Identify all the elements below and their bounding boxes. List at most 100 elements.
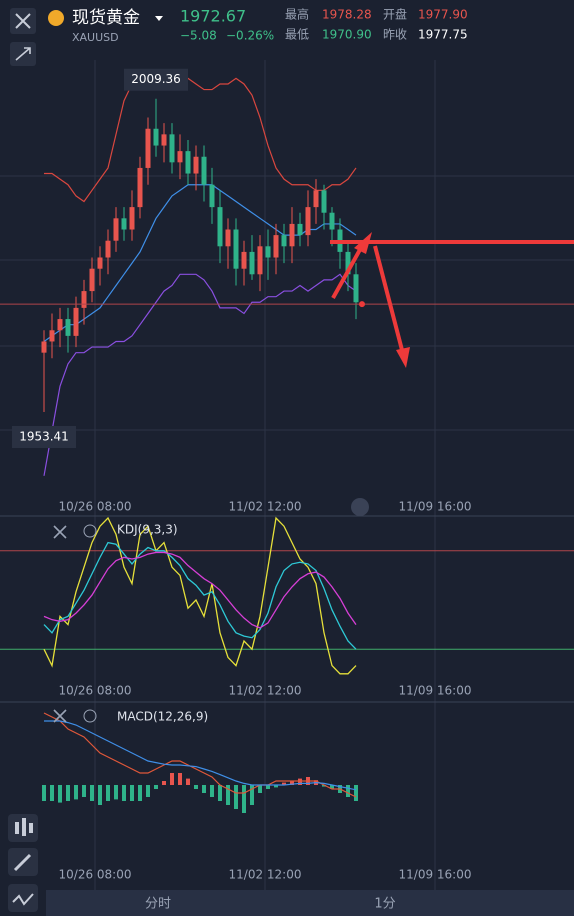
- tab-bar: [46, 890, 574, 916]
- x-tick-label: 11/02 12:00: [229, 500, 302, 514]
- candle-body: [249, 251, 255, 275]
- shrink-button[interactable]: [10, 42, 36, 66]
- macd-bar: [266, 785, 270, 789]
- candle-body: [297, 223, 303, 236]
- instrument-name[interactable]: 现货黄金: [72, 8, 140, 28]
- candle-body: [329, 212, 335, 230]
- price-dot: [359, 301, 365, 308]
- scroll-handle[interactable]: [351, 498, 369, 516]
- indicator-title: KDJ(9,3,3): [117, 523, 178, 537]
- macd-settings[interactable]: [83, 709, 97, 723]
- layout-grid: [0, 60, 574, 890]
- candle-body: [353, 274, 359, 303]
- candle-body: [49, 330, 55, 342]
- band-line: [43, 273, 357, 476]
- stat-value: 1977.90: [418, 8, 468, 22]
- change: −5.08: [180, 29, 217, 43]
- x-tick-label: 11/09 16:00: [399, 684, 472, 698]
- macd-bar: [330, 785, 334, 789]
- candle-body: [225, 229, 231, 247]
- gold-icon: [48, 10, 64, 26]
- dropdown-arrow[interactable]: [155, 16, 163, 21]
- band-line: [44, 72, 357, 203]
- tab[interactable]: 分时: [145, 897, 171, 912]
- symbol: XAUUSD: [72, 31, 119, 44]
- macd-bar: [154, 785, 158, 789]
- macd-bar: [346, 785, 350, 797]
- candle-body: [65, 319, 71, 336]
- macd-bar: [146, 785, 150, 797]
- candle-body: [97, 257, 103, 269]
- candle-body: [313, 190, 319, 208]
- macd-bar: [114, 785, 118, 800]
- macd-bar: [218, 785, 222, 801]
- candle-body: [89, 268, 95, 292]
- candle-body: [145, 128, 151, 168]
- indicator-tool[interactable]: [8, 814, 38, 842]
- candle-body: [73, 307, 79, 336]
- x-tick-label: 10/26 08:00: [59, 684, 132, 698]
- candle-body: [57, 319, 63, 331]
- macd-bar: [162, 781, 166, 785]
- macd-bar: [170, 773, 174, 785]
- stat-label: 昨收: [383, 28, 407, 42]
- macd-bar: [82, 785, 86, 797]
- tab[interactable]: 1分: [374, 897, 395, 912]
- candle-body: [185, 151, 191, 174]
- candle-body: [137, 167, 143, 208]
- candle-body: [153, 128, 159, 146]
- macd-bar: [322, 785, 326, 787]
- macd-bar: [66, 785, 70, 801]
- draw-tool[interactable]: [8, 848, 38, 876]
- stat-value: 1970.90: [322, 28, 372, 42]
- macd-close[interactable]: [53, 709, 67, 723]
- stat-value: 1977.75: [418, 28, 468, 42]
- macd-bar: [186, 778, 190, 785]
- label-bg: [12, 426, 76, 448]
- stat-label: 最低: [285, 28, 309, 42]
- macd-bar: [226, 785, 230, 805]
- indicator-title: MACD(12,26,9): [117, 710, 208, 724]
- candle-body: [113, 218, 119, 241]
- macd-bar: [298, 778, 302, 785]
- macd-bar: [274, 785, 278, 788]
- x-tick-label: 11/02 12:00: [229, 684, 302, 698]
- candle-body: [265, 246, 271, 258]
- candle-body: [217, 207, 223, 247]
- macd-bar: [58, 785, 62, 803]
- macd-bar: [290, 781, 294, 785]
- kdj-settings[interactable]: [83, 524, 97, 538]
- candle-body: [209, 184, 215, 208]
- macd-bar: [258, 785, 262, 793]
- stat-label: 最高: [285, 7, 309, 22]
- macd-bar: [354, 785, 358, 801]
- x-tick-label: 11/09 16:00: [399, 868, 472, 882]
- candle-body: [241, 251, 247, 269]
- annotation-arrows: [330, 232, 574, 368]
- x-tick-label: 10/26 08:00: [59, 500, 132, 514]
- kdj-close[interactable]: [53, 525, 67, 539]
- macd-bar: [122, 785, 126, 801]
- chart-tool[interactable]: [8, 884, 38, 912]
- macd-bar: [242, 785, 246, 813]
- candle-body: [161, 134, 167, 146]
- macd-bar: [282, 782, 286, 785]
- candle-body: [129, 207, 135, 230]
- candle-body: [233, 229, 239, 269]
- candle-body: [305, 207, 311, 236]
- candle-body: [121, 218, 127, 230]
- high-label: 2009.36: [131, 72, 181, 86]
- header-bar: [0, 0, 574, 50]
- candle-body: [321, 190, 327, 213]
- macd-bar: [138, 785, 142, 801]
- candle-body: [169, 134, 175, 163]
- x-tick-label: 11/09 16:00: [399, 500, 472, 514]
- macd-bar: [98, 785, 102, 805]
- indicator-line: [43, 551, 357, 629]
- candle-body: [257, 246, 263, 275]
- indicator-line: [43, 712, 357, 798]
- close-button[interactable]: [10, 8, 36, 34]
- macd-bar: [250, 785, 254, 805]
- macd-bar: [202, 785, 206, 793]
